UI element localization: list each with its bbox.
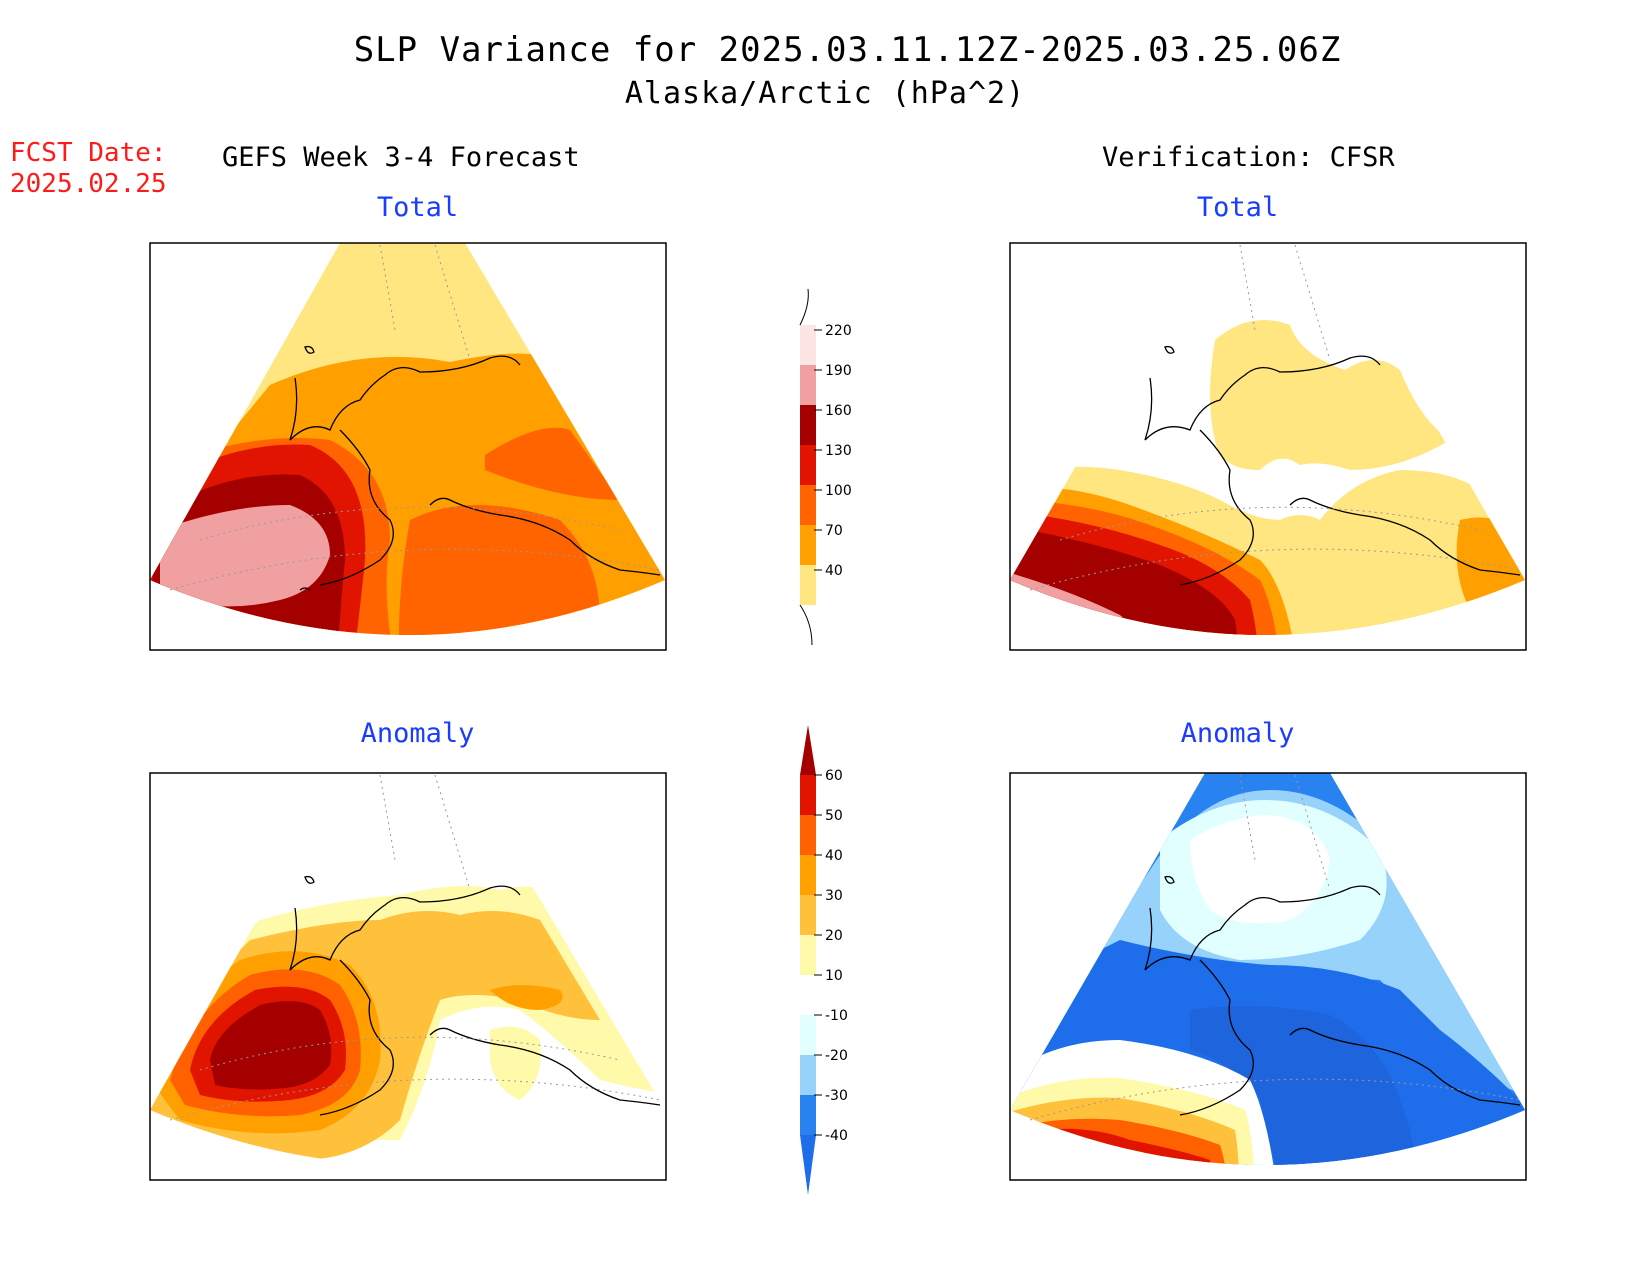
panel-title-forecast-anomaly: Anomaly (360, 718, 475, 749)
colorbar-total-swatch (800, 485, 816, 525)
colorbar-total-tick-label: 130 (825, 443, 852, 459)
colorbar-anomaly-swatch (800, 1135, 816, 1195)
chart-subtitle: Alaska/Arctic (hPa^2) (624, 76, 1026, 111)
colorbar-anomaly-tick-label: 50 (825, 808, 843, 824)
frame-verification-anomaly (1009, 772, 1527, 1181)
colorbar-total-swatch (800, 525, 816, 565)
colorbar-anomaly-tick-label: 10 (825, 968, 843, 984)
colorbar-anomaly-swatch (800, 935, 816, 975)
colorbar-total-tick-label: 160 (825, 403, 852, 419)
colorbar-total-tick-label: 40 (825, 563, 843, 579)
panel-title-verification-anomaly: Anomaly (1180, 718, 1295, 749)
map-forecast-total (149, 242, 667, 651)
fcst-label: FCST Date: (10, 138, 167, 168)
colorbar-total: 40 70 100 130 160 190 220 (799, 288, 852, 646)
colorbar-total-bottom-cap (799, 604, 813, 646)
colorbar-total-swatch (800, 445, 816, 485)
panel-title-forecast-total: Total (376, 192, 459, 223)
colorbar-anomaly-tick-label: -20 (825, 1048, 848, 1064)
colorbar-total-swatch (800, 405, 816, 445)
colorbar-total-tick-label: 190 (825, 363, 852, 379)
colorbar-anomaly-swatch (800, 855, 816, 895)
colorbar-total-swatch (800, 325, 816, 365)
colorbar-anomaly: -40 -30 -20 -10 10 20 30 40 50 60 (800, 725, 848, 1195)
colorbar-anomaly-swatch (800, 1055, 816, 1095)
chart-title: SLP Variance for 2025.03.11.12Z-2025.03.… (353, 30, 1342, 70)
colorbar-anomaly-tick-label: -40 (825, 1128, 848, 1144)
forecast-date-label: FCST Date: 2025.02.25 (10, 138, 167, 200)
colorbar-anomaly-swatch (800, 725, 816, 775)
colorbar-anomaly-swatch (800, 1095, 816, 1135)
colorbar-anomaly-tick-label: 30 (825, 888, 843, 904)
colorbar-anomaly-tick-label: 60 (825, 768, 843, 784)
colorbar-anomaly-tick-label: 40 (825, 848, 843, 864)
right-column-title: Verification: CFSR (1102, 142, 1395, 173)
frame-forecast-anomaly (149, 772, 667, 1181)
frame-verification-total (1009, 242, 1527, 651)
colorbar-total-swatch (800, 565, 816, 605)
colorbar-total-tick-label: 70 (825, 523, 843, 539)
colorbar-total-tick-label: 220 (825, 323, 852, 339)
colorbar-anomaly-tick-label: -30 (825, 1088, 848, 1104)
colorbar-anomaly-swatch (800, 1015, 816, 1055)
colorbar-total-tick-label: 100 (825, 483, 852, 499)
colorbar-total-swatch (800, 365, 816, 405)
colorbar-anomaly-swatch (800, 775, 816, 815)
colorbar-anomaly-swatch (800, 895, 816, 935)
colorbar-anomaly-tick-label: -10 (825, 1008, 848, 1024)
map-forecast-anomaly (149, 772, 667, 1181)
colorbar-total-top-cap (799, 288, 809, 326)
colorbar-anomaly-swatch (800, 975, 816, 1015)
fcst-date: 2025.02.25 (10, 169, 167, 199)
colorbar-anomaly-tick-label: 20 (825, 928, 843, 944)
colorbar-anomaly-swatch (800, 815, 816, 855)
map-verification-anomaly (1009, 772, 1527, 1181)
left-column-title: GEFS Week 3-4 Forecast (222, 142, 580, 173)
frame-forecast-total (149, 242, 667, 651)
map-verification-total (1009, 242, 1527, 651)
panel-title-verification-total: Total (1196, 192, 1279, 223)
